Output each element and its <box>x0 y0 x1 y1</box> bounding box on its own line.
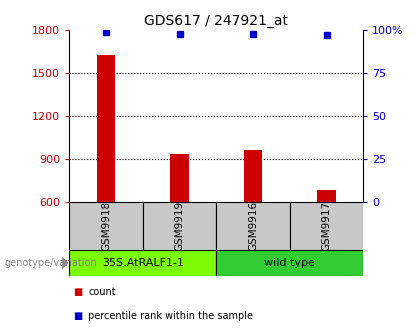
Polygon shape <box>62 256 68 269</box>
Text: ■: ■ <box>74 311 83 321</box>
Text: GSM9919: GSM9919 <box>175 201 184 251</box>
Bar <box>244 150 262 202</box>
Text: GSM9917: GSM9917 <box>322 201 331 251</box>
Bar <box>69 202 143 250</box>
Bar <box>171 155 189 202</box>
Bar <box>216 250 363 276</box>
Bar <box>69 250 216 276</box>
Title: GDS617 / 247921_at: GDS617 / 247921_at <box>144 14 288 28</box>
Bar <box>97 54 115 202</box>
Text: percentile rank within the sample: percentile rank within the sample <box>88 311 253 321</box>
Text: 35S.AtRALF1-1: 35S.AtRALF1-1 <box>102 258 184 268</box>
Bar <box>216 202 290 250</box>
Text: GSM9916: GSM9916 <box>248 201 258 251</box>
Bar <box>143 202 216 250</box>
Bar <box>318 190 336 202</box>
Text: count: count <box>88 287 116 297</box>
Text: GSM9918: GSM9918 <box>101 201 111 251</box>
Text: genotype/variation: genotype/variation <box>4 258 97 268</box>
Bar <box>290 202 363 250</box>
Text: ■: ■ <box>74 287 83 297</box>
Text: wild type: wild type <box>264 258 315 268</box>
